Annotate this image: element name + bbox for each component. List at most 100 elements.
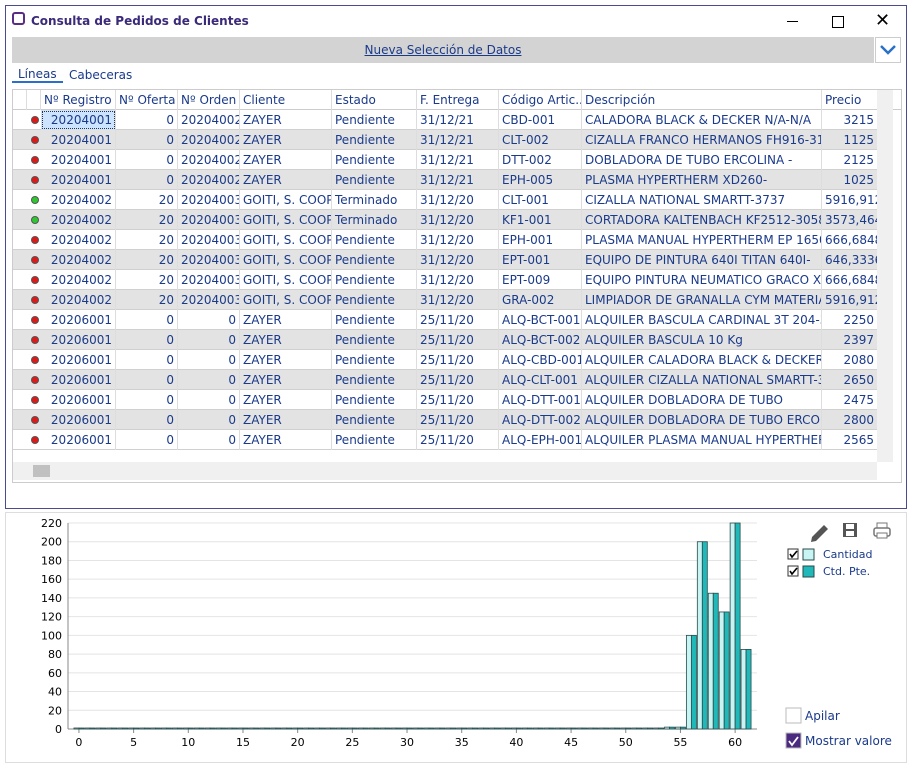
bar — [741, 649, 746, 729]
x-tick-label: 30 — [400, 736, 414, 749]
bar — [697, 542, 702, 729]
bar — [150, 728, 155, 729]
bar — [462, 728, 467, 729]
bar — [670, 727, 675, 729]
x-tick-label: 45 — [564, 736, 578, 749]
bar — [637, 728, 642, 729]
bar — [172, 728, 177, 729]
y-tick-label: 220 — [41, 517, 62, 530]
bar — [588, 728, 593, 729]
bar — [582, 728, 587, 729]
bar — [216, 728, 221, 729]
bar — [96, 728, 101, 729]
bar — [505, 728, 510, 729]
y-tick-label: 0 — [55, 723, 62, 736]
bar — [735, 523, 740, 729]
bar — [298, 728, 303, 729]
bar — [648, 728, 653, 729]
edit-icon[interactable] — [811, 525, 828, 542]
bar — [643, 728, 648, 729]
x-tick-label: 10 — [181, 736, 195, 749]
bar — [238, 728, 243, 729]
bar — [522, 728, 527, 729]
bar — [369, 728, 374, 729]
print-icon[interactable] — [874, 523, 890, 538]
y-tick-label: 80 — [48, 648, 62, 661]
bar — [205, 728, 210, 729]
bar — [293, 728, 298, 729]
y-tick-label: 180 — [41, 554, 62, 567]
bar — [544, 728, 549, 729]
bar — [358, 728, 363, 729]
y-tick-label: 100 — [41, 629, 62, 642]
x-tick-label: 0 — [75, 736, 82, 749]
bar — [418, 728, 423, 729]
bar — [341, 728, 346, 729]
bar — [243, 728, 248, 729]
bar — [719, 612, 724, 729]
bar — [500, 728, 505, 729]
bar — [724, 612, 729, 729]
bar — [309, 728, 314, 729]
bar — [402, 728, 407, 729]
bar — [665, 727, 670, 729]
bar — [446, 728, 451, 729]
bar — [155, 728, 160, 729]
bar — [74, 728, 79, 729]
bar — [555, 728, 560, 729]
bar — [451, 728, 456, 729]
option-label[interactable]: Apilar — [805, 709, 840, 723]
bar — [85, 728, 90, 729]
bar — [571, 728, 576, 729]
bar — [101, 728, 106, 729]
bar — [374, 728, 379, 729]
bar — [527, 728, 532, 729]
bar — [560, 728, 565, 729]
legend-swatch — [803, 549, 814, 560]
legend-checkbox — [788, 566, 798, 576]
bar — [221, 728, 226, 729]
bar — [282, 728, 287, 729]
bar — [363, 728, 368, 729]
bar — [626, 728, 631, 729]
x-tick-label: 50 — [619, 736, 633, 749]
bar — [473, 728, 478, 729]
legend-label: Cantidad — [823, 548, 872, 561]
bar — [287, 728, 292, 729]
bar — [632, 728, 637, 729]
option-label[interactable]: Mostrar valore — [805, 734, 892, 748]
bar — [702, 542, 707, 729]
x-tick-label: 35 — [455, 736, 469, 749]
bar — [680, 727, 685, 729]
y-tick-label: 160 — [41, 573, 62, 586]
bar — [538, 728, 543, 729]
bar — [396, 728, 401, 729]
bar — [199, 728, 204, 729]
save-icon[interactable] — [843, 523, 857, 537]
y-tick-label: 140 — [41, 592, 62, 605]
bar — [691, 635, 696, 729]
bar — [129, 728, 134, 729]
bar — [484, 728, 489, 729]
bar — [320, 728, 325, 729]
bar — [249, 728, 254, 729]
bar — [407, 728, 412, 729]
bar — [123, 728, 128, 729]
bar — [516, 728, 521, 729]
bar — [271, 728, 276, 729]
bar — [79, 728, 84, 729]
bar — [468, 728, 473, 729]
x-tick-label: 15 — [236, 736, 250, 749]
x-tick-label: 20 — [291, 736, 305, 749]
bar — [140, 728, 145, 729]
bar — [188, 728, 193, 729]
bar — [713, 593, 718, 729]
x-tick-label: 55 — [673, 736, 687, 749]
y-tick-label: 60 — [48, 667, 62, 680]
bar — [577, 728, 582, 729]
bar — [194, 728, 199, 729]
bar — [315, 728, 320, 729]
bar — [385, 728, 390, 729]
x-tick-label: 5 — [130, 736, 137, 749]
bar — [380, 728, 385, 729]
